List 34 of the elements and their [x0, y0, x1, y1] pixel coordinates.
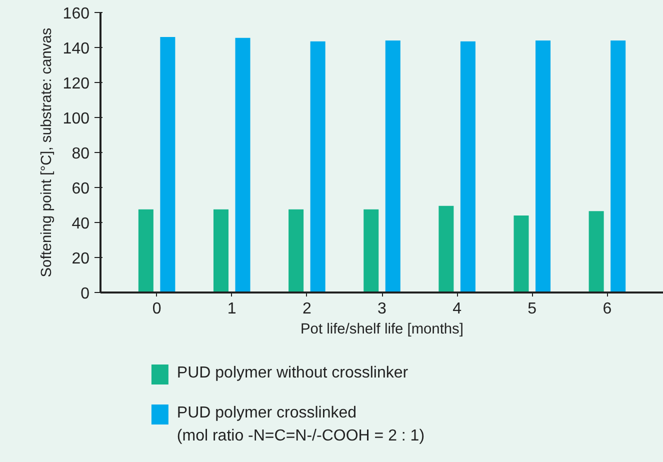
y-tick-label: 0: [80, 286, 90, 302]
bar: [385, 40, 400, 292]
bar: [310, 41, 326, 292]
bar: [213, 209, 228, 292]
y-tick-label: 120: [62, 76, 90, 92]
x-tick-label: 4: [452, 300, 462, 318]
x-tick-label: 2: [302, 300, 312, 318]
x-tick-label: 6: [602, 300, 612, 318]
bar: [610, 40, 626, 292]
y-tick-label: 20: [72, 250, 90, 268]
bar: [160, 37, 176, 292]
y-tick-label: 80: [72, 146, 90, 162]
legend-label: PUD polymer without crosslinker: [176, 364, 409, 382]
bar: [235, 38, 250, 292]
x-axis-title: Pot life/shelf life [months]: [300, 322, 464, 338]
legend-label: PUD polymer crosslinked (mol ratio -N=C=N-/-COOH = 2 : 1): [176, 404, 425, 444]
bar: [138, 209, 154, 292]
y-axis-title: Softening point [°C], substrate: canvas: [38, 28, 55, 278]
y-tick-label: 160: [62, 6, 90, 22]
x-tick-label: 1: [227, 300, 236, 318]
x-tick-label: 0: [152, 300, 162, 318]
x-tick-label: 3: [378, 300, 387, 318]
bar: [536, 40, 551, 292]
y-tick-label: 40: [72, 216, 90, 232]
bar: [288, 209, 304, 292]
bar: [460, 41, 476, 292]
bar: [364, 209, 379, 292]
bar: [438, 206, 454, 292]
y-tick-label: 100: [62, 110, 90, 128]
bar: [588, 211, 604, 292]
y-tick-label: 140: [62, 40, 90, 58]
bar: [514, 216, 529, 292]
y-tick-label: 60: [72, 180, 90, 198]
x-tick-label: 5: [528, 300, 537, 318]
